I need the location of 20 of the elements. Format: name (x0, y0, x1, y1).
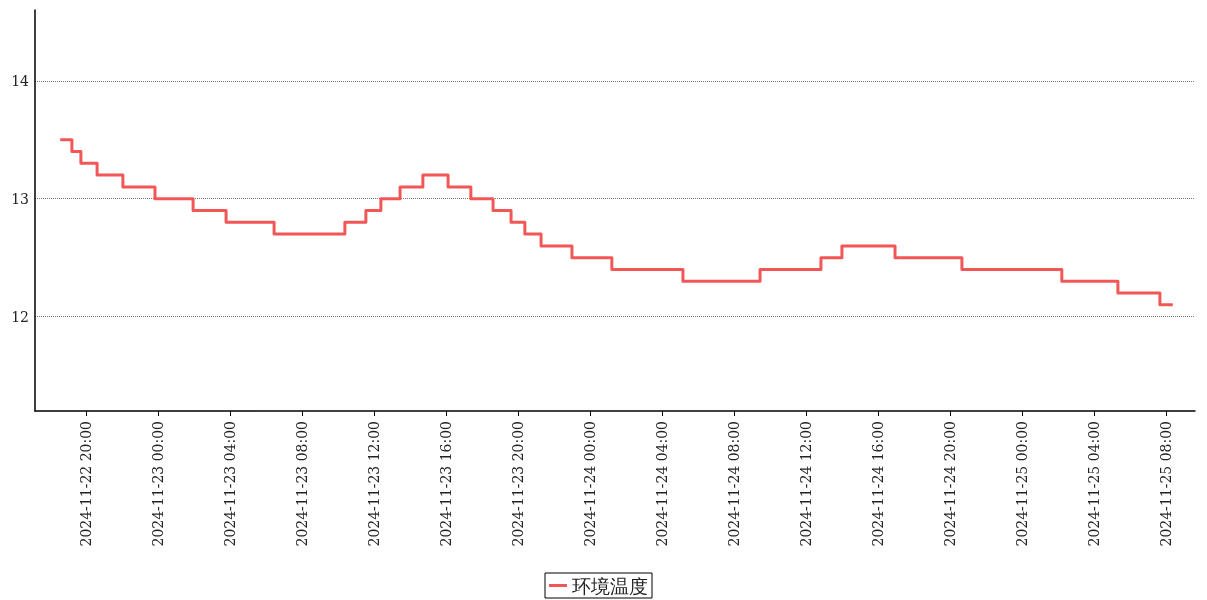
x-tick-label: 2024-11-24 08:00 (725, 421, 742, 547)
y-tick-label: 14 (11, 72, 30, 89)
y-tick-label: 12 (11, 308, 29, 325)
legend-label: 环境温度 (572, 574, 648, 597)
x-tick-label: 2024-11-25 00:00 (1013, 421, 1030, 547)
x-tick-label: 2024-11-23 08:00 (293, 421, 310, 547)
x-tick-label: 2024-11-25 08:00 (1157, 421, 1174, 547)
x-tick-label: 2024-11-24 20:00 (941, 421, 958, 547)
x-tick-label: 2024-11-24 16:00 (869, 421, 886, 547)
x-tick-label: 2024-11-23 20:00 (509, 421, 526, 547)
x-tick-label: 2024-11-24 04:00 (653, 421, 670, 547)
x-tick-label: 2024-11-22 20:00 (78, 421, 94, 547)
x-tick-label: 2024-11-25 04:00 (1085, 421, 1102, 547)
y-tick-label: 13 (11, 190, 29, 207)
x-tick-label: 2024-11-23 12:00 (365, 421, 382, 547)
x-tick-label: 2024-11-23 16:00 (437, 421, 454, 547)
x-tick-label: 2024-11-23 04:00 (221, 421, 238, 547)
x-tick-label: 2024-11-24 00:00 (581, 421, 598, 547)
x-tick-label: 2024-11-23 00:00 (149, 421, 166, 547)
x-tick-label: 2024-11-24 12:00 (797, 421, 814, 547)
